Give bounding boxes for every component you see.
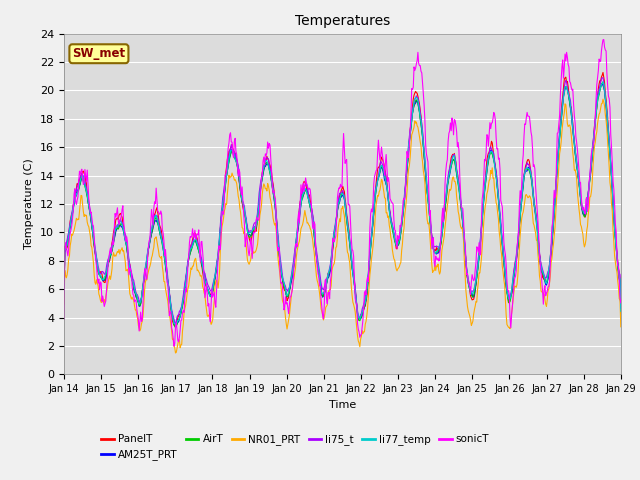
PanelT xyxy=(599,70,607,75)
AirT xyxy=(411,100,419,106)
sonicT xyxy=(170,343,178,349)
NR01_PRT xyxy=(70,228,78,233)
Line: NR01_PRT: NR01_PRT xyxy=(64,99,621,353)
AirT xyxy=(60,289,68,295)
sonicT xyxy=(617,300,625,306)
li77_temp xyxy=(127,276,135,281)
sonicT xyxy=(411,68,419,73)
AirT xyxy=(599,79,607,85)
NR01_PRT xyxy=(428,252,435,258)
li77_temp xyxy=(617,309,625,314)
PanelT xyxy=(172,323,179,329)
Line: li77_temp: li77_temp xyxy=(64,82,621,326)
AM25T_PRT xyxy=(185,256,193,262)
li75_t xyxy=(172,320,179,326)
li77_temp xyxy=(214,251,222,257)
NR01_PRT xyxy=(411,118,419,124)
li75_t xyxy=(598,75,606,81)
NR01_PRT xyxy=(214,285,222,291)
AirT xyxy=(70,200,78,206)
li75_t xyxy=(70,198,78,204)
li77_temp xyxy=(70,200,78,206)
Line: AM25T_PRT: AM25T_PRT xyxy=(64,84,621,327)
Line: sonicT: sonicT xyxy=(64,39,621,346)
sonicT xyxy=(600,36,607,42)
sonicT xyxy=(428,226,435,232)
NR01_PRT xyxy=(617,324,625,330)
Line: PanelT: PanelT xyxy=(64,72,621,326)
AirT xyxy=(172,325,179,331)
li75_t xyxy=(127,269,135,275)
AirT xyxy=(428,231,435,237)
li77_temp xyxy=(60,289,68,295)
AirT xyxy=(127,274,135,280)
AM25T_PRT xyxy=(617,311,625,316)
Line: AirT: AirT xyxy=(64,82,621,328)
NR01_PRT xyxy=(599,96,607,102)
AirT xyxy=(617,310,625,315)
Line: li75_t: li75_t xyxy=(64,78,621,323)
sonicT xyxy=(127,269,135,275)
li75_t xyxy=(411,97,419,103)
AM25T_PRT xyxy=(172,324,179,330)
Legend: PanelT, AM25T_PRT, AirT, NR01_PRT, li75_t, li77_temp, sonicT: PanelT, AM25T_PRT, AirT, NR01_PRT, li75_… xyxy=(97,430,493,465)
Title: Temperatures: Temperatures xyxy=(295,14,390,28)
AM25T_PRT xyxy=(60,290,68,296)
PanelT xyxy=(127,274,135,280)
li75_t xyxy=(60,287,68,292)
li77_temp xyxy=(172,323,179,329)
sonicT xyxy=(70,192,78,197)
Text: SW_met: SW_met xyxy=(72,47,125,60)
X-axis label: Time: Time xyxy=(329,400,356,409)
li77_temp xyxy=(599,79,607,84)
AM25T_PRT xyxy=(70,201,78,207)
NR01_PRT xyxy=(172,350,179,356)
li75_t xyxy=(617,305,625,311)
li75_t xyxy=(214,250,222,256)
AirT xyxy=(214,252,222,258)
AM25T_PRT xyxy=(411,101,419,107)
PanelT xyxy=(70,200,78,205)
sonicT xyxy=(214,255,222,261)
PanelT xyxy=(428,227,435,233)
li77_temp xyxy=(428,228,435,234)
PanelT xyxy=(411,90,419,96)
NR01_PRT xyxy=(185,283,193,289)
PanelT xyxy=(185,255,193,261)
PanelT xyxy=(617,310,625,315)
li75_t xyxy=(185,253,193,259)
NR01_PRT xyxy=(127,296,135,302)
li77_temp xyxy=(185,255,193,261)
AM25T_PRT xyxy=(127,273,135,279)
AirT xyxy=(185,257,193,263)
sonicT xyxy=(60,316,68,322)
Y-axis label: Temperature (C): Temperature (C) xyxy=(24,158,35,250)
li77_temp xyxy=(411,96,419,102)
sonicT xyxy=(185,254,193,260)
AM25T_PRT xyxy=(428,228,435,234)
PanelT xyxy=(214,255,222,261)
PanelT xyxy=(60,291,68,297)
AM25T_PRT xyxy=(598,81,606,87)
AM25T_PRT xyxy=(214,254,222,260)
li75_t xyxy=(428,226,435,231)
NR01_PRT xyxy=(60,301,68,307)
